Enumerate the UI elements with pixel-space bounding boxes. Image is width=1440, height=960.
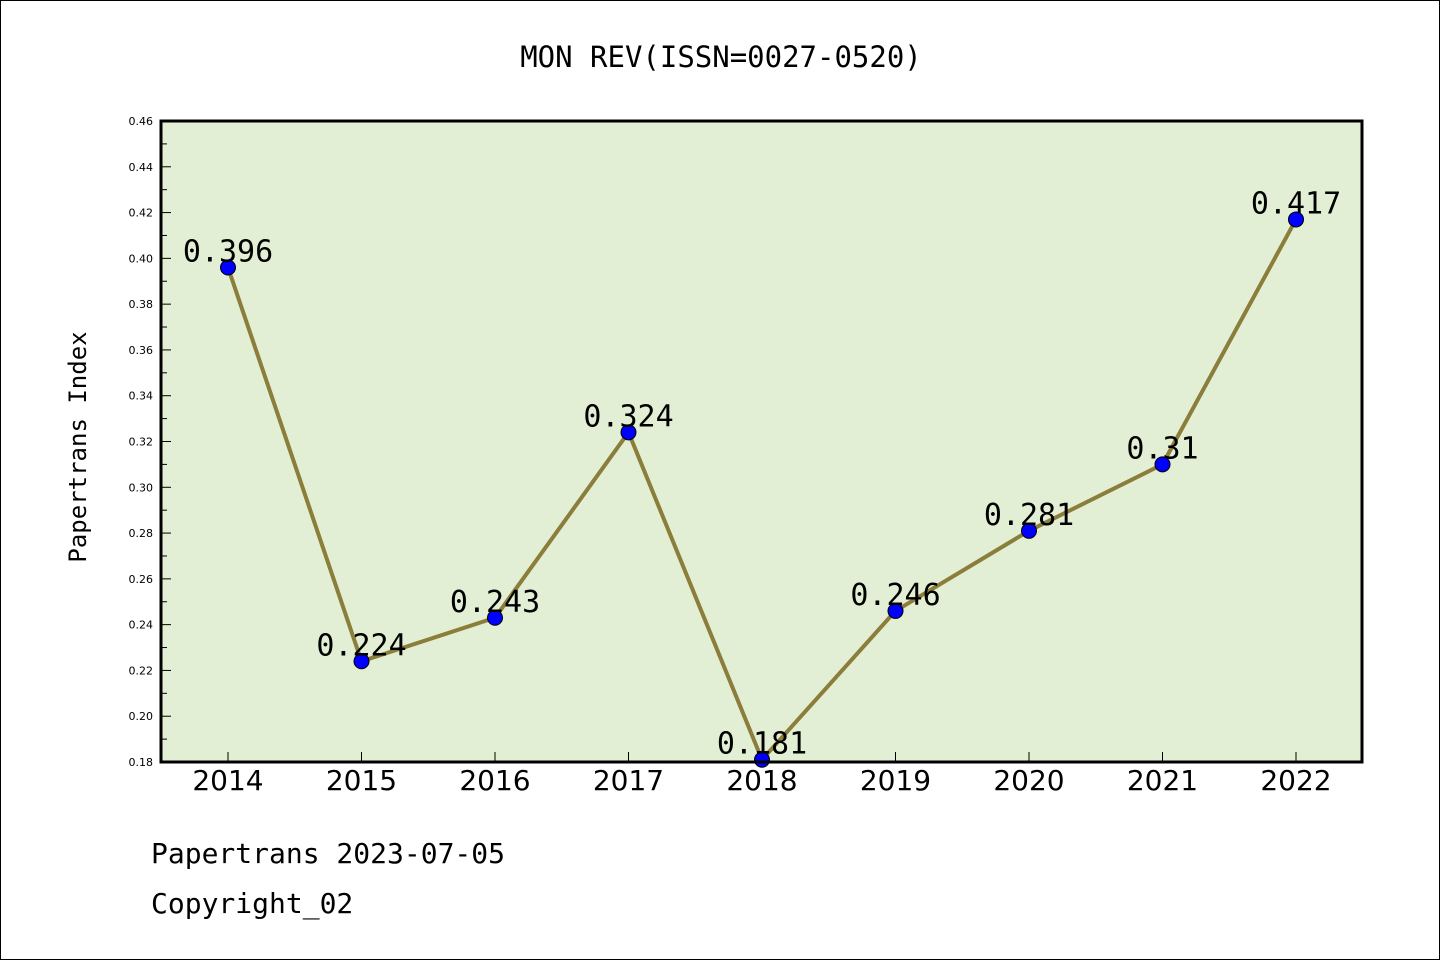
y-axis-ticks: 0.18 0.20 0.22 0.24 0.26 0.28 0.30 0.32 0.34 0.36… bbox=[129, 115, 171, 769]
y-tick-label: 0.38 bbox=[129, 298, 154, 311]
y-tick-label: 0.44 bbox=[129, 161, 154, 174]
data-labels: 0.396 0.224 0.243 0.324 0.181 0.246 0.281 0.31 0… bbox=[183, 186, 1341, 761]
y-tick-label: 0.28 bbox=[129, 527, 154, 540]
y-tick-label: 0.34 bbox=[129, 390, 154, 403]
data-point bbox=[887, 602, 904, 619]
data-label: 0.224 bbox=[316, 628, 406, 663]
y-tick-label: 0.22 bbox=[129, 664, 154, 677]
y-tick-label: 0.18 bbox=[129, 756, 154, 769]
data-point bbox=[353, 653, 370, 670]
x-axis-ticks: 2014 2015 2016 2017 2018 2019 2020 2021 2022 bbox=[192, 752, 1332, 797]
data-point bbox=[620, 424, 637, 441]
data-point bbox=[1288, 211, 1304, 228]
y-tick-label: 0.40 bbox=[129, 252, 154, 265]
data-point bbox=[487, 609, 503, 626]
plot-border bbox=[159, 119, 1364, 764]
y-tick-label: 0.46 bbox=[129, 115, 154, 128]
footer-copyright: Copyright_02 bbox=[151, 887, 354, 920]
x-tick-label: 2016 bbox=[459, 764, 530, 797]
data-label: 0.324 bbox=[583, 399, 673, 434]
y-tick-label: 0.42 bbox=[129, 207, 154, 220]
x-tick-label: 2014 bbox=[192, 764, 263, 797]
y-tick-label: 0.24 bbox=[129, 619, 154, 632]
data-label: 0.246 bbox=[850, 578, 940, 613]
data-point bbox=[1154, 456, 1171, 473]
x-tick-label: 2015 bbox=[326, 764, 397, 797]
data-markers bbox=[220, 211, 1304, 768]
data-point bbox=[1021, 522, 1037, 539]
y-tick-label: 0.32 bbox=[129, 436, 154, 449]
x-tick-label: 2019 bbox=[860, 764, 931, 797]
x-tick-label: 2022 bbox=[1260, 764, 1331, 797]
data-label: 0.181 bbox=[717, 727, 807, 762]
data-label: 0.243 bbox=[450, 585, 540, 620]
y-tick-label: 0.20 bbox=[129, 710, 154, 723]
chart-title: MON REV(ISSN=0027-0520) bbox=[520, 40, 922, 74]
data-label: 0.281 bbox=[984, 498, 1074, 533]
y-tick-label: 0.36 bbox=[129, 344, 154, 357]
y-tick-label: 0.30 bbox=[129, 481, 154, 494]
data-label: 0.396 bbox=[183, 235, 273, 270]
data-label: 0.417 bbox=[1251, 186, 1341, 221]
data-label: 0.31 bbox=[1126, 431, 1198, 466]
footer-date: Papertrans 2023-07-05 bbox=[151, 837, 506, 870]
x-tick-label: 2020 bbox=[993, 764, 1064, 797]
x-tick-label: 2017 bbox=[593, 764, 664, 797]
x-tick-label: 2018 bbox=[726, 764, 797, 797]
y-axis-label: Papertrans Index bbox=[64, 331, 92, 562]
y-tick-label: 0.26 bbox=[129, 573, 154, 586]
x-tick-label: 2021 bbox=[1127, 764, 1198, 797]
data-point bbox=[220, 259, 236, 276]
